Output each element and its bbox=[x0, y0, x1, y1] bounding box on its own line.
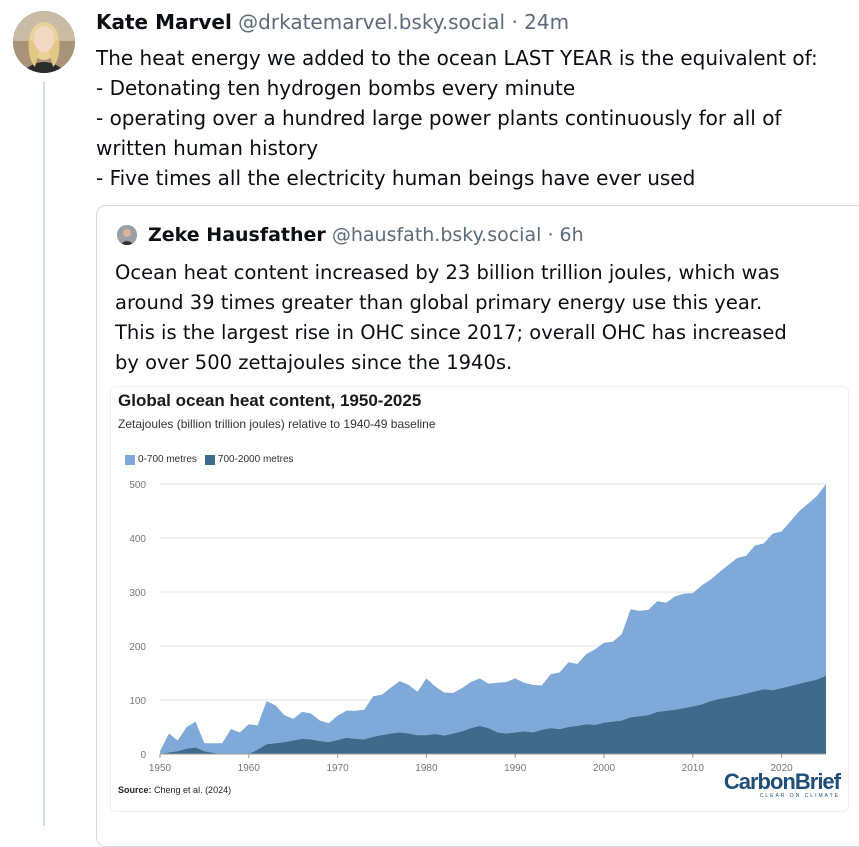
separator-dot: · bbox=[547, 224, 554, 246]
x-tick-label: 2010 bbox=[682, 763, 705, 774]
chart-image[interactable]: Global ocean heat content, 1950-2025 Zet… bbox=[110, 386, 849, 812]
legend-label: 700-2000 metres bbox=[217, 454, 294, 465]
post-line: written human history bbox=[96, 136, 319, 160]
quote-post-card[interactable]: Zeke Hausfather @hausfath.bsky.social · … bbox=[96, 205, 859, 847]
x-tick-label: 1960 bbox=[238, 763, 261, 774]
quote-line: around 39 times greater than global prim… bbox=[115, 291, 763, 314]
legend-swatch bbox=[204, 454, 215, 465]
legend-item: 700-2000 metres bbox=[204, 454, 294, 465]
separator-dot: · bbox=[511, 10, 518, 34]
series-area-0-700-metres bbox=[160, 484, 826, 754]
y-tick-label: 400 bbox=[129, 534, 146, 545]
quote-text: Ocean heat content increased by 23 billi… bbox=[115, 258, 859, 378]
source-text: Cheng et al. (2024) bbox=[154, 785, 232, 795]
quote-header: Zeke Hausfather @hausfath.bsky.social · … bbox=[148, 224, 584, 246]
x-tick-label: 1950 bbox=[149, 763, 172, 774]
quote-author-name[interactable]: Zeke Hausfather bbox=[148, 224, 326, 246]
carbonbrief-logo: CarbonBrief CLEAR ON CLIMATE bbox=[723, 769, 841, 800]
author-name[interactable]: Kate Marvel bbox=[96, 10, 232, 34]
author-photo-icon bbox=[13, 11, 75, 73]
chart-legend: 0-700 metres 700-2000 metres bbox=[125, 454, 294, 465]
legend-label: 0-700 metres bbox=[138, 454, 197, 465]
post-time[interactable]: 24m bbox=[524, 10, 570, 34]
legend-item: 0-700 metres bbox=[125, 454, 197, 465]
y-tick-label: 300 bbox=[129, 588, 146, 599]
y-tick-label: 200 bbox=[129, 642, 146, 653]
post-line: - Detonating ten hydrogen bombs every mi… bbox=[96, 76, 576, 100]
area-chart: 0 100 200 300 400 500 1950 1960 1970 1980 1990 2000… bbox=[129, 480, 826, 774]
series-area-700-2000-metres bbox=[160, 675, 826, 754]
y-tick-label: 0 bbox=[140, 750, 146, 761]
x-tick-label: 1980 bbox=[415, 763, 438, 774]
post-line: The heat energy we added to the ocean LA… bbox=[96, 46, 818, 70]
quote-line: by over 500 zettajoules since the 1940s. bbox=[115, 351, 513, 374]
avatar[interactable] bbox=[13, 11, 75, 73]
post-line: - Five times all the electricity human b… bbox=[96, 166, 696, 190]
quote-author-handle[interactable]: @hausfath.bsky.social bbox=[331, 224, 542, 246]
y-tick-label: 100 bbox=[129, 696, 146, 707]
x-tick-label: 2000 bbox=[593, 763, 616, 774]
quote-line: This is the largest rise in OHC since 20… bbox=[115, 321, 787, 344]
chart-source: Source: Cheng et al. (2024) bbox=[118, 785, 231, 795]
post-line: - operating over a hundred large power p… bbox=[96, 106, 782, 130]
quote-line: Ocean heat content increased by 23 billi… bbox=[115, 261, 780, 284]
source-label: Source: bbox=[118, 785, 152, 795]
brand-tagline: CLEAR ON CLIMATE bbox=[759, 793, 840, 799]
thread-line bbox=[43, 82, 45, 826]
post-text: The heat energy we added to the ocean LA… bbox=[96, 43, 859, 193]
quote-author-photo-icon bbox=[117, 225, 137, 245]
author-handle[interactable]: @drkatemarvel.bsky.social bbox=[238, 10, 506, 34]
post-header: Kate Marvel @drkatemarvel.bsky.social · … bbox=[96, 10, 569, 34]
legend-swatch bbox=[125, 454, 135, 465]
y-tick-label: 500 bbox=[129, 480, 146, 491]
x-tick-label: 1990 bbox=[504, 763, 527, 774]
quote-time[interactable]: 6h bbox=[559, 224, 584, 246]
x-tick-label: 2020 bbox=[770, 763, 793, 774]
chart-subtitle: Zetajoules (billion trillion joules) rel… bbox=[118, 417, 436, 431]
chart-title: Global ocean heat content, 1950-2025 bbox=[118, 391, 422, 410]
brand-name: CarbonBrief bbox=[723, 769, 841, 794]
x-tick-label: 1970 bbox=[326, 763, 349, 774]
quote-avatar[interactable] bbox=[117, 225, 137, 245]
